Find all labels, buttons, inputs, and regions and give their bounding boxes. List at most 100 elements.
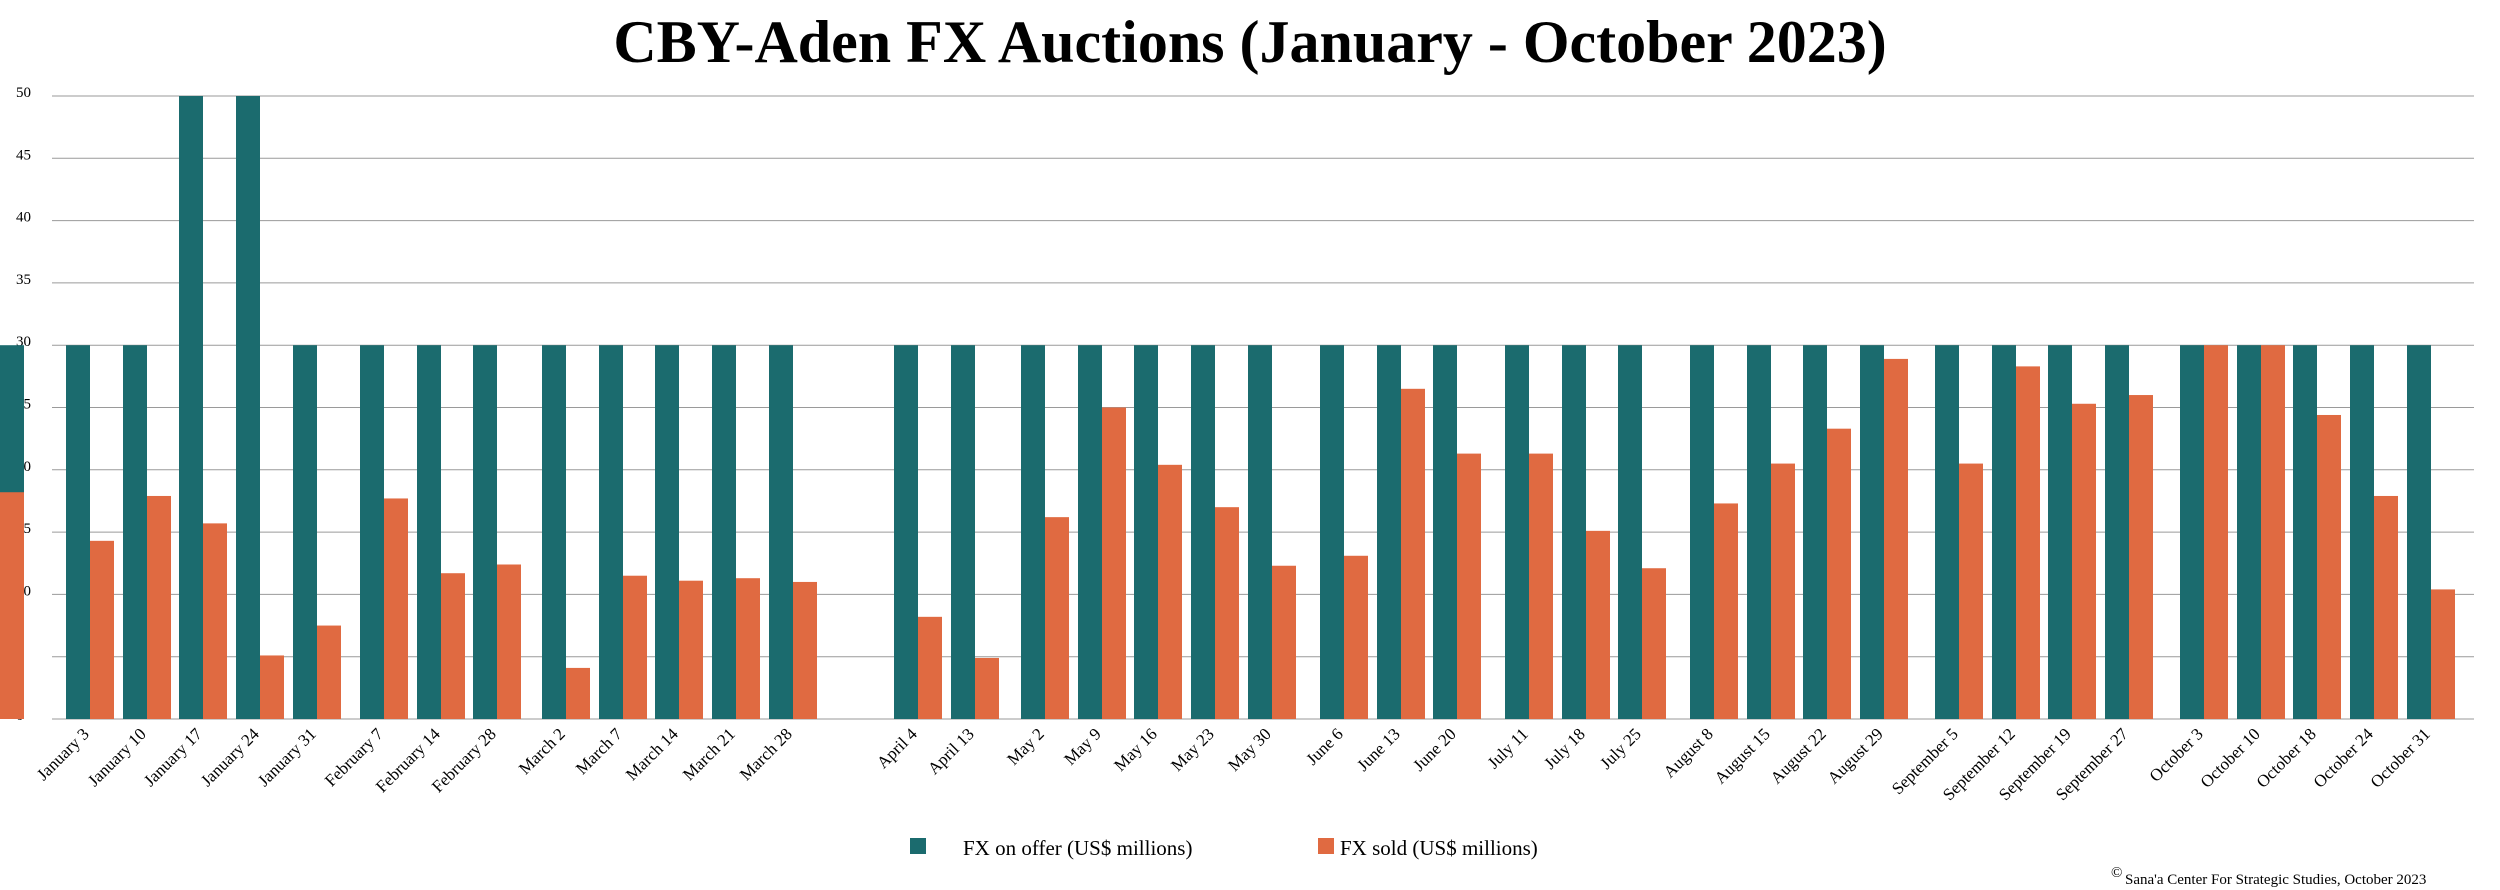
bar-fx-on-offer [655, 345, 679, 719]
bar-fx-sold [1529, 453, 1553, 719]
bar-fx-on-offer [712, 345, 736, 719]
x-tick-label: June 13 [1353, 724, 1404, 775]
bar-fx-sold [260, 655, 284, 719]
legend-label-sold: FX sold (US$ millions) [1340, 836, 1538, 860]
bar-fx-sold [317, 625, 341, 719]
bar-fx-sold [1959, 463, 1983, 719]
bar-fx-sold [2016, 366, 2040, 719]
bar-fx-sold [2261, 345, 2285, 719]
legend-swatch-sold [1318, 838, 1334, 854]
bar-fx-on-offer [2180, 345, 2204, 719]
bar-fx-on-offer [2293, 345, 2317, 719]
x-tick-label: July 18 [1540, 724, 1589, 773]
x-tick-label: October 10 [2197, 724, 2264, 791]
x-tick-label: April 13 [924, 724, 978, 778]
bar-fx-on-offer [1078, 345, 1102, 719]
bar-fx-on-offer [2407, 345, 2431, 719]
x-tick-label: January 24 [197, 724, 263, 790]
x-tick-label: January 3 [33, 724, 93, 784]
bar-fx-on-offer [1191, 345, 1215, 719]
y-tick-label: 35 [16, 272, 31, 288]
x-tick-label: May 23 [1167, 724, 1218, 775]
bar-fx-sold [736, 578, 760, 719]
copyright-symbol: © [2111, 865, 2122, 881]
x-tick-label: October 24 [2310, 724, 2378, 792]
bar-fx-sold [1457, 453, 1481, 719]
bar-fx-sold [793, 581, 817, 719]
bar-fx-sold [2431, 589, 2455, 719]
x-tick-label: July 25 [1596, 724, 1645, 773]
bar-fx-on-offer [179, 96, 203, 719]
bar-fx-sold [1714, 503, 1738, 719]
bar-fx-sold [1045, 517, 1069, 719]
bar-fx-on-offer [894, 345, 918, 719]
x-tick-label: March 28 [736, 724, 796, 784]
bar-fx-sold [918, 616, 942, 719]
bar-fx-on-offer [1134, 345, 1158, 719]
bar-fx-on-offer [2237, 345, 2261, 719]
bar-fx-on-offer [2105, 345, 2129, 719]
legend: FX on offer (US$ millions) FX sold (US$ … [910, 836, 1538, 860]
bar-fx-sold [90, 540, 114, 719]
bar-fx-sold [566, 667, 590, 719]
bar-fx-on-offer [769, 345, 793, 719]
credit-text: Sana'a Center For Strategic Studies, Oct… [2125, 872, 2426, 888]
bar-fx-sold [1771, 463, 1795, 719]
x-tick-label: January 10 [84, 724, 150, 790]
bar-fx-on-offer [66, 345, 90, 719]
bar-fx-on-offer [293, 345, 317, 719]
bar-fx-on-offer [1992, 345, 2016, 719]
x-tick-label: May 9 [1060, 724, 1104, 768]
bars [0, 96, 2455, 719]
bar-fx-on-offer [2048, 345, 2072, 719]
bar-fx-on-offer [542, 345, 566, 719]
bar-fx-on-offer [360, 345, 384, 719]
bar-fx-sold [975, 657, 999, 719]
y-tick-label: 50 [16, 85, 31, 101]
x-tick-label: July 11 [1484, 724, 1532, 772]
bar-fx-on-offer [1747, 345, 1771, 719]
x-tick-label: May 2 [1003, 724, 1047, 768]
legend-swatch-offer [910, 838, 926, 854]
bar-fx-sold [2374, 495, 2398, 719]
x-tick-label: October 18 [2253, 724, 2320, 791]
bar-fx-on-offer [1803, 345, 1827, 719]
bar-fx-sold [203, 523, 227, 719]
x-tick-label: May 16 [1110, 724, 1161, 775]
bar-fx-on-offer [1562, 345, 1586, 719]
bar-fx-sold [1586, 530, 1610, 719]
bar-fx-sold [1401, 388, 1425, 719]
x-tick-label: August 22 [1767, 724, 1830, 787]
bar-fx-on-offer [417, 345, 441, 719]
bar-fx-on-offer [473, 345, 497, 719]
x-tick-label: August 29 [1824, 724, 1887, 787]
bar-fx-sold [1642, 568, 1666, 719]
bar-fx-sold [1884, 358, 1908, 719]
bar-fx-on-offer [1505, 345, 1529, 719]
bar-fx-sold [1102, 407, 1126, 719]
bar-fx-on-offer [599, 345, 623, 719]
bar-fx-sold [1272, 565, 1296, 719]
bar-fx-sold [623, 575, 647, 719]
bar-fx-sold [2072, 403, 2096, 719]
x-tick-label: January 17 [140, 724, 206, 790]
bar-fx-sold [441, 573, 465, 719]
bar-fx-sold [147, 495, 171, 719]
bar-fx-on-offer [1248, 345, 1272, 719]
bar-fx-sold [2129, 395, 2153, 719]
bar-fx-on-offer [123, 345, 147, 719]
bar-fx-sold [1344, 555, 1368, 719]
bar-fx-on-offer [1377, 345, 1401, 719]
x-tick-label: March 2 [515, 724, 569, 778]
x-tick-label: August 15 [1711, 724, 1774, 787]
x-tick-label: January 31 [254, 724, 320, 790]
x-tick-label: June 20 [1409, 724, 1460, 775]
bar-fx-sold [2204, 345, 2228, 719]
bar-fx-on-offer [1860, 345, 1884, 719]
bar-fx-sold [497, 564, 521, 719]
bar-fx-on-offer [1935, 345, 1959, 719]
x-tick-label: August 8 [1660, 724, 1717, 781]
bar-fx-on-offer [2350, 345, 2374, 719]
x-tick-label: May 30 [1224, 724, 1275, 775]
bar-fx-sold [1215, 507, 1239, 719]
